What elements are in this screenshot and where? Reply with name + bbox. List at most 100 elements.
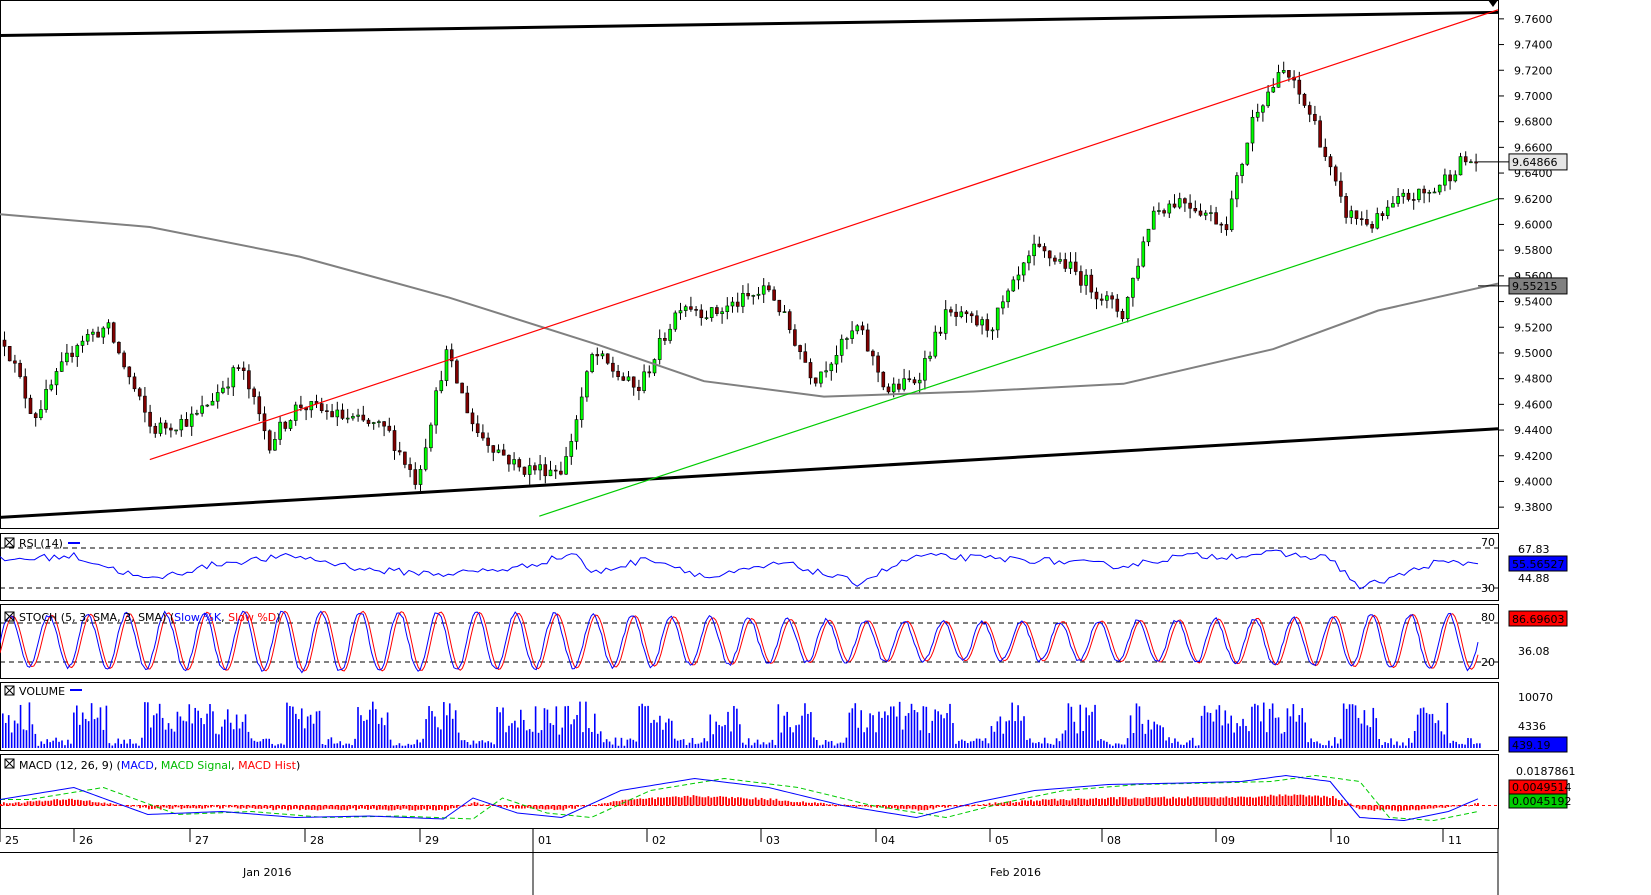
macd-hist-bar (142, 805, 144, 808)
volume-bar (1331, 745, 1333, 748)
macd-hist-bar (843, 804, 846, 806)
volume-bar (336, 743, 339, 748)
volume-bar (351, 745, 353, 748)
macd-hist-bar (446, 805, 449, 811)
macd-hist-bar (1130, 798, 1133, 806)
macd-hist-bar (704, 797, 707, 806)
macd-hist-bar (799, 802, 801, 806)
macd-hist-bar (713, 796, 716, 806)
macd-hist-bar (426, 805, 429, 811)
macd-hist-bar (947, 805, 949, 808)
macd-signal-label: 0.0045192 (1512, 795, 1572, 808)
volume-bar (1224, 710, 1227, 748)
trendline-1[interactable] (0, 427, 1498, 519)
macd-hist-bar (1080, 798, 1083, 806)
volume-bar (1233, 732, 1235, 748)
candle-body (803, 351, 808, 363)
volume-bar (744, 744, 747, 748)
volume-bar (659, 715, 661, 748)
candle-body (611, 362, 615, 372)
volume-bar (724, 724, 726, 748)
volume-bar (1073, 721, 1076, 748)
macd-hist-bar (532, 805, 535, 809)
volume-bar (656, 722, 658, 748)
macd-hist-bar (500, 805, 503, 807)
macd-hist-bar (1379, 805, 1382, 811)
macd-hist-bar (1400, 805, 1402, 811)
candle-body (101, 327, 106, 338)
volume-bar (466, 742, 469, 748)
candle-body (912, 379, 917, 384)
macd-hist-bar (615, 801, 618, 806)
macd-hist-bar (1107, 797, 1109, 806)
volume-bar (484, 742, 487, 748)
volume-bar (1100, 739, 1102, 748)
macd-hist-bar (1308, 795, 1311, 806)
macd-hist-bar (509, 805, 511, 807)
macd-hist-bar (1438, 805, 1441, 808)
volume-bar (232, 729, 235, 748)
trendline-0[interactable] (0, 10, 1498, 38)
volume-bar (73, 712, 75, 748)
volume-bar (916, 712, 919, 748)
macd-hist-bar (298, 805, 301, 811)
macd-hist-bar (1115, 799, 1118, 806)
volume-bar (810, 712, 812, 748)
volume-bar (996, 721, 999, 748)
macd-hist-bar (1112, 797, 1115, 806)
volume-bar (1035, 743, 1037, 748)
volume-bar (703, 738, 706, 748)
candle-body (169, 427, 173, 431)
macd-hist-bar (550, 805, 553, 809)
trendline-2[interactable] (149, 9, 1498, 461)
candle-body (70, 352, 74, 357)
volume-bar (472, 740, 475, 748)
candle-body (267, 430, 272, 451)
macd-hist-bar (603, 803, 606, 806)
macd-hist-bar (920, 805, 923, 811)
candle-body (1359, 218, 1364, 220)
macd-hist-bar (1157, 797, 1160, 806)
volume-bar (1085, 707, 1087, 748)
x-day-label: 26 (79, 834, 93, 847)
macd-hist-bar (571, 805, 574, 809)
macd-hist-bar (145, 805, 147, 808)
candle-body (241, 367, 246, 371)
macd-hist-bar (1385, 805, 1388, 810)
macd-hist-bar (435, 805, 437, 811)
volume-title: VOLUME (4, 685, 82, 698)
candle-body (980, 319, 984, 326)
macd-hist-bar (399, 805, 402, 810)
volume-bar (1384, 742, 1386, 748)
macd-hist-bar (219, 805, 221, 809)
volume-bar (502, 707, 504, 748)
volume-bar (676, 740, 679, 748)
candle-body (548, 469, 553, 477)
macd-hist-bar (668, 797, 671, 806)
volume-bar (339, 741, 342, 748)
volume-bar (647, 705, 649, 748)
x-day-label: 28 (310, 834, 324, 847)
volume-bar (564, 706, 566, 748)
candle-body (834, 355, 839, 365)
volume-bar (1313, 742, 1315, 748)
volume-bar (1413, 730, 1416, 748)
candle-body (1458, 156, 1463, 176)
macd-hist-bar (674, 796, 677, 806)
svg-text:MACD (12, 26, 9) (MACD, MACD S: MACD (12, 26, 9) (MACD, MACD Signal, MAC… (19, 759, 300, 772)
volume-bar (1354, 705, 1357, 748)
x-day-label: 08 (1107, 834, 1121, 847)
volume-bar (1011, 702, 1013, 748)
volume-bar (1310, 738, 1312, 748)
volume-bar (28, 702, 31, 748)
trendline-3[interactable] (539, 198, 1498, 517)
volume-bar (475, 743, 478, 748)
volume-bar (1052, 744, 1055, 748)
candle-body (481, 432, 485, 439)
candle-body (1261, 105, 1265, 113)
volume-bar (641, 703, 643, 748)
volume-bar (549, 723, 552, 748)
candle-body (860, 325, 865, 331)
macd-hist-bar (76, 799, 79, 806)
candle-body (470, 412, 475, 425)
